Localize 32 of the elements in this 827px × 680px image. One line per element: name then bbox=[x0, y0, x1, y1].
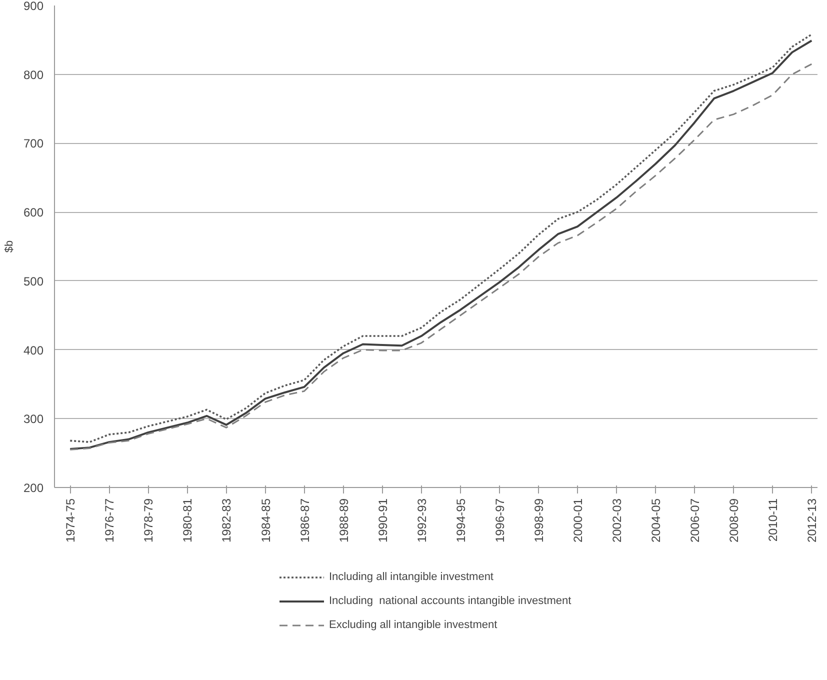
x-tick-label: 1984-85 bbox=[258, 498, 273, 543]
x-tick-label: 1998-99 bbox=[532, 498, 546, 543]
x-tick-label: 2008-09 bbox=[727, 498, 742, 543]
y-axis-title: $b bbox=[3, 240, 16, 253]
x-tick-label: 1974-75 bbox=[64, 498, 78, 543]
y-tick-label: 400 bbox=[23, 343, 44, 358]
y-tick-label: 600 bbox=[23, 206, 44, 220]
x-tick-label: 2002-03 bbox=[610, 498, 624, 543]
y-tick-label: 300 bbox=[23, 412, 44, 426]
x-tick-label: 2006-07 bbox=[688, 498, 702, 543]
legend-label: Including national accounts intangible investment bbox=[329, 594, 572, 608]
x-tick-label: 1976-77 bbox=[102, 498, 117, 543]
legend-label: Including all intangible investment bbox=[329, 570, 494, 584]
y-tick-label: 800 bbox=[23, 68, 44, 82]
y-tick-label: 700 bbox=[23, 136, 44, 151]
x-tick-label: 1986-87 bbox=[298, 498, 312, 543]
x-tick-label: 1988-89 bbox=[336, 498, 351, 543]
y-tick-label: 900 bbox=[23, 0, 44, 13]
x-tick-label: 2000-01 bbox=[570, 498, 585, 543]
y-tick-label: 500 bbox=[23, 274, 44, 288]
x-tick-label: 2012-13 bbox=[805, 498, 820, 543]
x-tick-label: 2004-05 bbox=[649, 498, 664, 543]
x-tick-label: 1982-83 bbox=[220, 498, 234, 543]
legend-label: Excluding all intangible investment bbox=[329, 618, 498, 632]
x-tick-label: 1996-97 bbox=[492, 498, 507, 543]
x-tick-label: 2010-11 bbox=[766, 498, 780, 542]
y-tick-label: 200 bbox=[23, 481, 44, 495]
x-tick-label: 1994-95 bbox=[454, 498, 468, 543]
x-tick-label: 1990-91 bbox=[376, 498, 390, 543]
x-tick-label: 1992-93 bbox=[414, 498, 429, 543]
x-tick-label: 1978-79 bbox=[142, 498, 156, 543]
x-tick-label: 1980-81 bbox=[180, 498, 195, 543]
